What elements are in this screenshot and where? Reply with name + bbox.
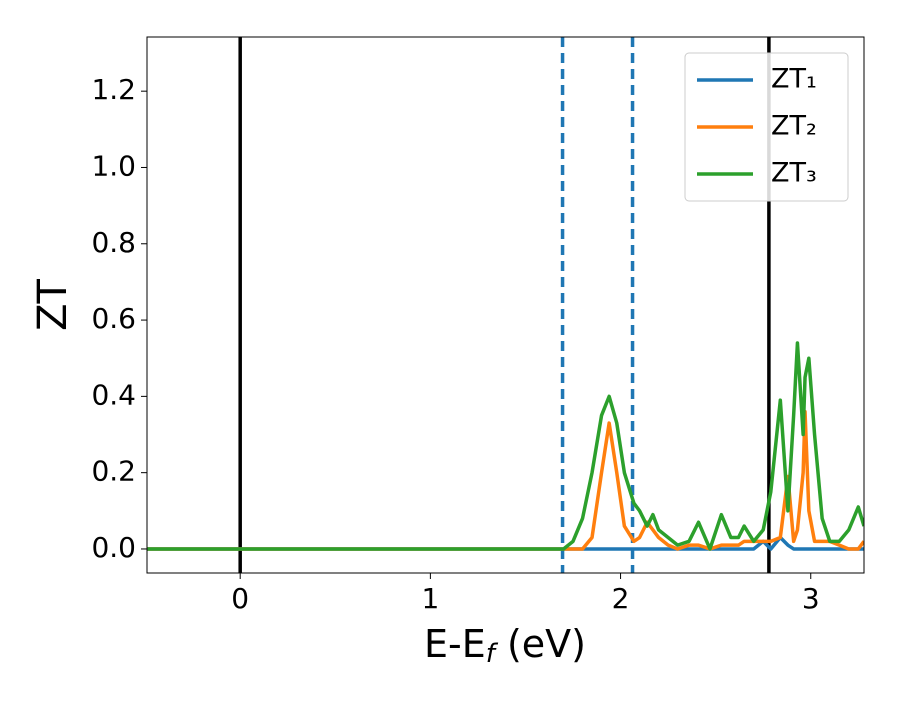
y-tick-label: 0.8 [91,226,136,259]
y-tick-label: 0.2 [91,455,136,488]
y-tick-label: 0.0 [91,531,136,564]
y-tick-label: 0.6 [91,302,136,335]
data-line [147,409,864,551]
legend-label: ZT₃ [771,158,817,189]
x-tick-label: 3 [802,582,820,615]
x-tick-label: 2 [612,582,630,615]
plot-frame [146,36,865,574]
data-line [147,341,864,551]
legend: ZT₁ ZT₂ ZT₃ [684,52,849,202]
x-tick-label: 0 [231,582,249,615]
legend-label: ZT₂ [771,111,817,142]
y-tick-label: 1.0 [91,149,136,182]
legend-label: ZT₁ [771,64,817,95]
legend-box [684,52,849,202]
y-tick-label: 0.4 [91,378,136,411]
x-axis-label: E-Ef (eV) [424,622,586,669]
data-line [147,535,864,551]
y-axis-label: ZT [30,279,76,331]
y-tick-label: 1.2 [91,73,136,106]
x-label-part: E-E [424,622,486,666]
x-tick-label: 1 [421,582,439,615]
x-label-part: (eV) [495,622,586,666]
